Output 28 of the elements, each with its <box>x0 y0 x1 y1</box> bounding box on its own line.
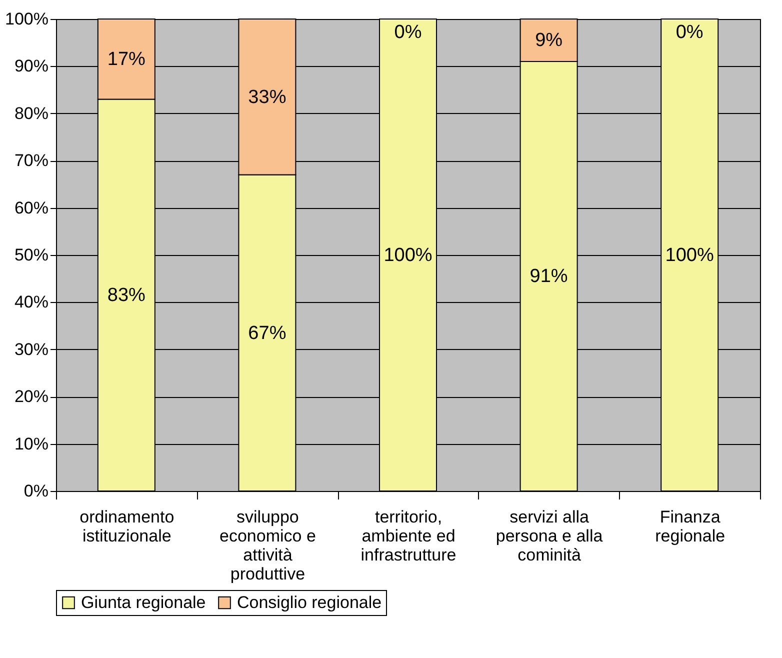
x-tick-label: ordinamento istituzionale <box>80 508 174 546</box>
x-tick-label: Finanza regionale <box>655 508 726 546</box>
x-tick-label: servizi alla persona e alla cominità <box>496 508 604 564</box>
y-tick-label: 60% <box>14 198 48 218</box>
y-tick-label: 30% <box>14 340 48 359</box>
data-label: 83% <box>107 285 146 306</box>
y-tick-label: 90% <box>14 56 48 76</box>
data-label: 100% <box>384 245 432 266</box>
y-tick-label: 10% <box>14 434 48 454</box>
legend-label: Giunta regionale <box>81 592 206 612</box>
x-tick-label: sviluppo economico e attività produttive <box>220 508 316 584</box>
y-tick-label: 20% <box>14 387 48 406</box>
x-tick-label: territorio, ambiente ed infrastrutture <box>360 508 456 564</box>
legend-label: Consiglio regionale <box>237 592 382 612</box>
data-label: 91% <box>530 266 568 288</box>
y-tick-label: 40% <box>14 292 48 312</box>
y-tick-label: 50% <box>14 246 48 264</box>
data-label: 9% <box>535 30 563 52</box>
y-tick-label: 70% <box>14 151 48 170</box>
data-label: 100% <box>665 245 714 266</box>
data-label: 33% <box>248 86 286 108</box>
y-tick-label: 100% <box>5 10 48 28</box>
y-tick-label: 0% <box>24 482 48 500</box>
data-label: 17% <box>107 49 146 70</box>
data-label: 0% <box>676 22 704 43</box>
data-label: 0% <box>394 22 422 43</box>
y-tick-label: 80% <box>14 104 48 123</box>
data-label: 67% <box>248 322 286 344</box>
